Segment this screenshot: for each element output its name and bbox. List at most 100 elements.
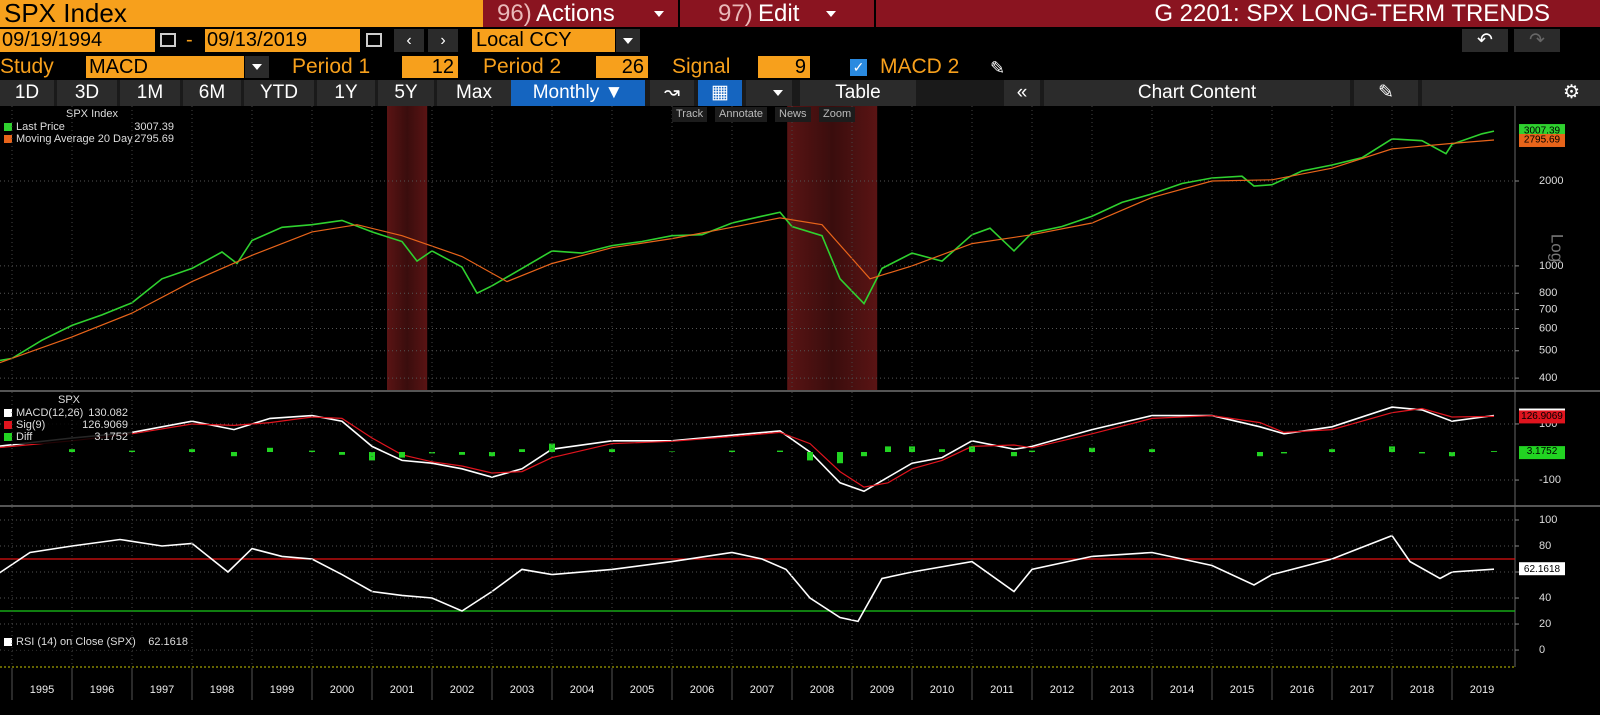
diff-bar	[399, 452, 405, 458]
y-tick-label: 2000	[1539, 175, 1563, 187]
panel-divider	[0, 390, 1600, 392]
x-tick-label: 2010	[930, 684, 954, 696]
diff-bar	[837, 452, 843, 464]
legend-entry: Sig(9)	[16, 419, 45, 431]
study[interactable]: MACD	[86, 56, 244, 78]
signal[interactable]: 9	[758, 56, 810, 78]
x-tick-label: 2003	[510, 684, 534, 696]
panel-divider	[0, 505, 1600, 507]
end-date[interactable]: 09/13/2019	[205, 29, 360, 52]
legend-box	[2, 106, 178, 146]
pencil-icon[interactable]: ✎	[990, 58, 1006, 78]
chart-content[interactable]: Chart Content	[1044, 80, 1350, 106]
x-tick-label: 2009	[870, 684, 894, 696]
chart-tool[interactable]: Zoom	[819, 107, 856, 122]
legend-suffix: on Close (SPX)	[60, 636, 136, 648]
legend-entry: Last Price	[16, 121, 65, 133]
next-button[interactable]: ›	[428, 29, 458, 52]
legend-entry: Moving Average 20 Day	[16, 133, 133, 145]
prev-button[interactable]: ‹	[394, 29, 424, 52]
period2[interactable]: 26	[596, 56, 648, 78]
range-button[interactable]: 6M	[183, 80, 241, 106]
security[interactable]: SPX Index	[0, 0, 483, 27]
y-tick-label: 400	[1539, 372, 1557, 384]
range-button[interactable]: YTD	[244, 80, 314, 106]
study-label: Study	[0, 55, 54, 78]
calendar-icon[interactable]	[160, 33, 176, 47]
candle-button[interactable]: ▦	[698, 80, 742, 106]
axis-label: Log	[1548, 234, 1567, 262]
range-button[interactable]: 3D	[57, 80, 117, 106]
line-chart-button[interactable]: ↝	[650, 80, 694, 106]
chart-tool[interactable]: Annotate	[715, 107, 768, 122]
period1[interactable]: 12	[402, 56, 458, 78]
edit-num: 97)	[718, 0, 753, 27]
legend-value: 130.082	[88, 407, 128, 419]
legend-value: 62.1618	[148, 636, 188, 648]
x-tick-label: 1998	[210, 684, 234, 696]
y-tick-label: 500	[1539, 345, 1557, 357]
period2-label: Period 2	[483, 55, 562, 78]
chart-tool[interactable]: News	[775, 107, 811, 122]
x-tick-label: 2015	[1230, 684, 1254, 696]
separator	[874, 0, 876, 27]
macd2-checkbox[interactable]: ✓	[850, 59, 867, 76]
range-button[interactable]: 1D	[0, 80, 54, 106]
legend-name: Last Price	[16, 121, 65, 133]
legend-swatch	[4, 421, 12, 429]
legend-name: MACD(12,26)	[16, 407, 83, 419]
macd2-label: MACD 2	[880, 55, 960, 78]
diff-bar	[519, 449, 525, 453]
x-tick-label: 1996	[90, 684, 114, 696]
diff-bar	[1029, 450, 1035, 453]
period1-label: Period 1	[292, 55, 371, 78]
legend-value: 126.9069	[82, 419, 128, 431]
actions-menu[interactable]: Actions	[536, 0, 615, 27]
chart-type-dropdown[interactable]	[746, 80, 792, 106]
legend-name: Moving Average 20 Day	[16, 133, 133, 145]
series-line	[0, 407, 1495, 488]
legend-box	[2, 634, 192, 650]
diff-bar	[231, 452, 237, 457]
value-tag-label: 2795.69	[1524, 135, 1561, 146]
diff-bar	[1389, 446, 1395, 453]
recession-band	[787, 106, 878, 390]
x-tick-label: 2016	[1290, 684, 1314, 696]
x-tick-label: 2014	[1170, 684, 1194, 696]
collapse-button[interactable]: «	[1004, 80, 1040, 106]
diff-bar	[609, 449, 615, 453]
x-tick-label: 2012	[1050, 684, 1074, 696]
calendar-icon[interactable]	[366, 33, 382, 47]
range-button[interactable]: 1Y	[317, 80, 375, 106]
undo[interactable]: ↶	[1462, 29, 1508, 52]
x-tick-label: 2019	[1470, 684, 1494, 696]
range-button[interactable]: 1M	[120, 80, 180, 106]
x-tick-label: 2018	[1410, 684, 1434, 696]
edit-menu[interactable]: Edit	[758, 0, 800, 27]
y-tick-label: 800	[1539, 287, 1557, 299]
diff-bar	[1149, 449, 1155, 453]
currency[interactable]: Local CCY	[472, 29, 615, 52]
table-button[interactable]: Table	[800, 80, 916, 106]
diff-bar	[1089, 447, 1095, 453]
value-tag	[1519, 410, 1565, 424]
range-button[interactable]: 5Y	[378, 80, 434, 106]
diff-bar	[309, 450, 315, 453]
frequency[interactable]: Monthly ▼	[511, 80, 645, 106]
diff-bar	[1419, 452, 1425, 454]
edit-chart[interactable]: ✎	[1354, 80, 1418, 106]
chart-tool[interactable]: Track	[672, 107, 708, 122]
signal-label: Signal	[672, 55, 731, 78]
diff-bar	[189, 449, 195, 453]
diff-bar	[885, 446, 891, 453]
value-tag	[1519, 562, 1565, 576]
start-date[interactable]: 09/19/1994	[0, 29, 155, 52]
settings[interactable]: ⚙	[1422, 80, 1600, 106]
y-tick-label: 1000	[1539, 260, 1563, 272]
redo[interactable]: ↷	[1514, 29, 1560, 52]
diff-bar	[807, 452, 813, 461]
legend-name: Sig(9)	[16, 419, 45, 431]
x-tick-label: 2000	[330, 684, 354, 696]
range-button[interactable]: Max	[437, 80, 511, 106]
